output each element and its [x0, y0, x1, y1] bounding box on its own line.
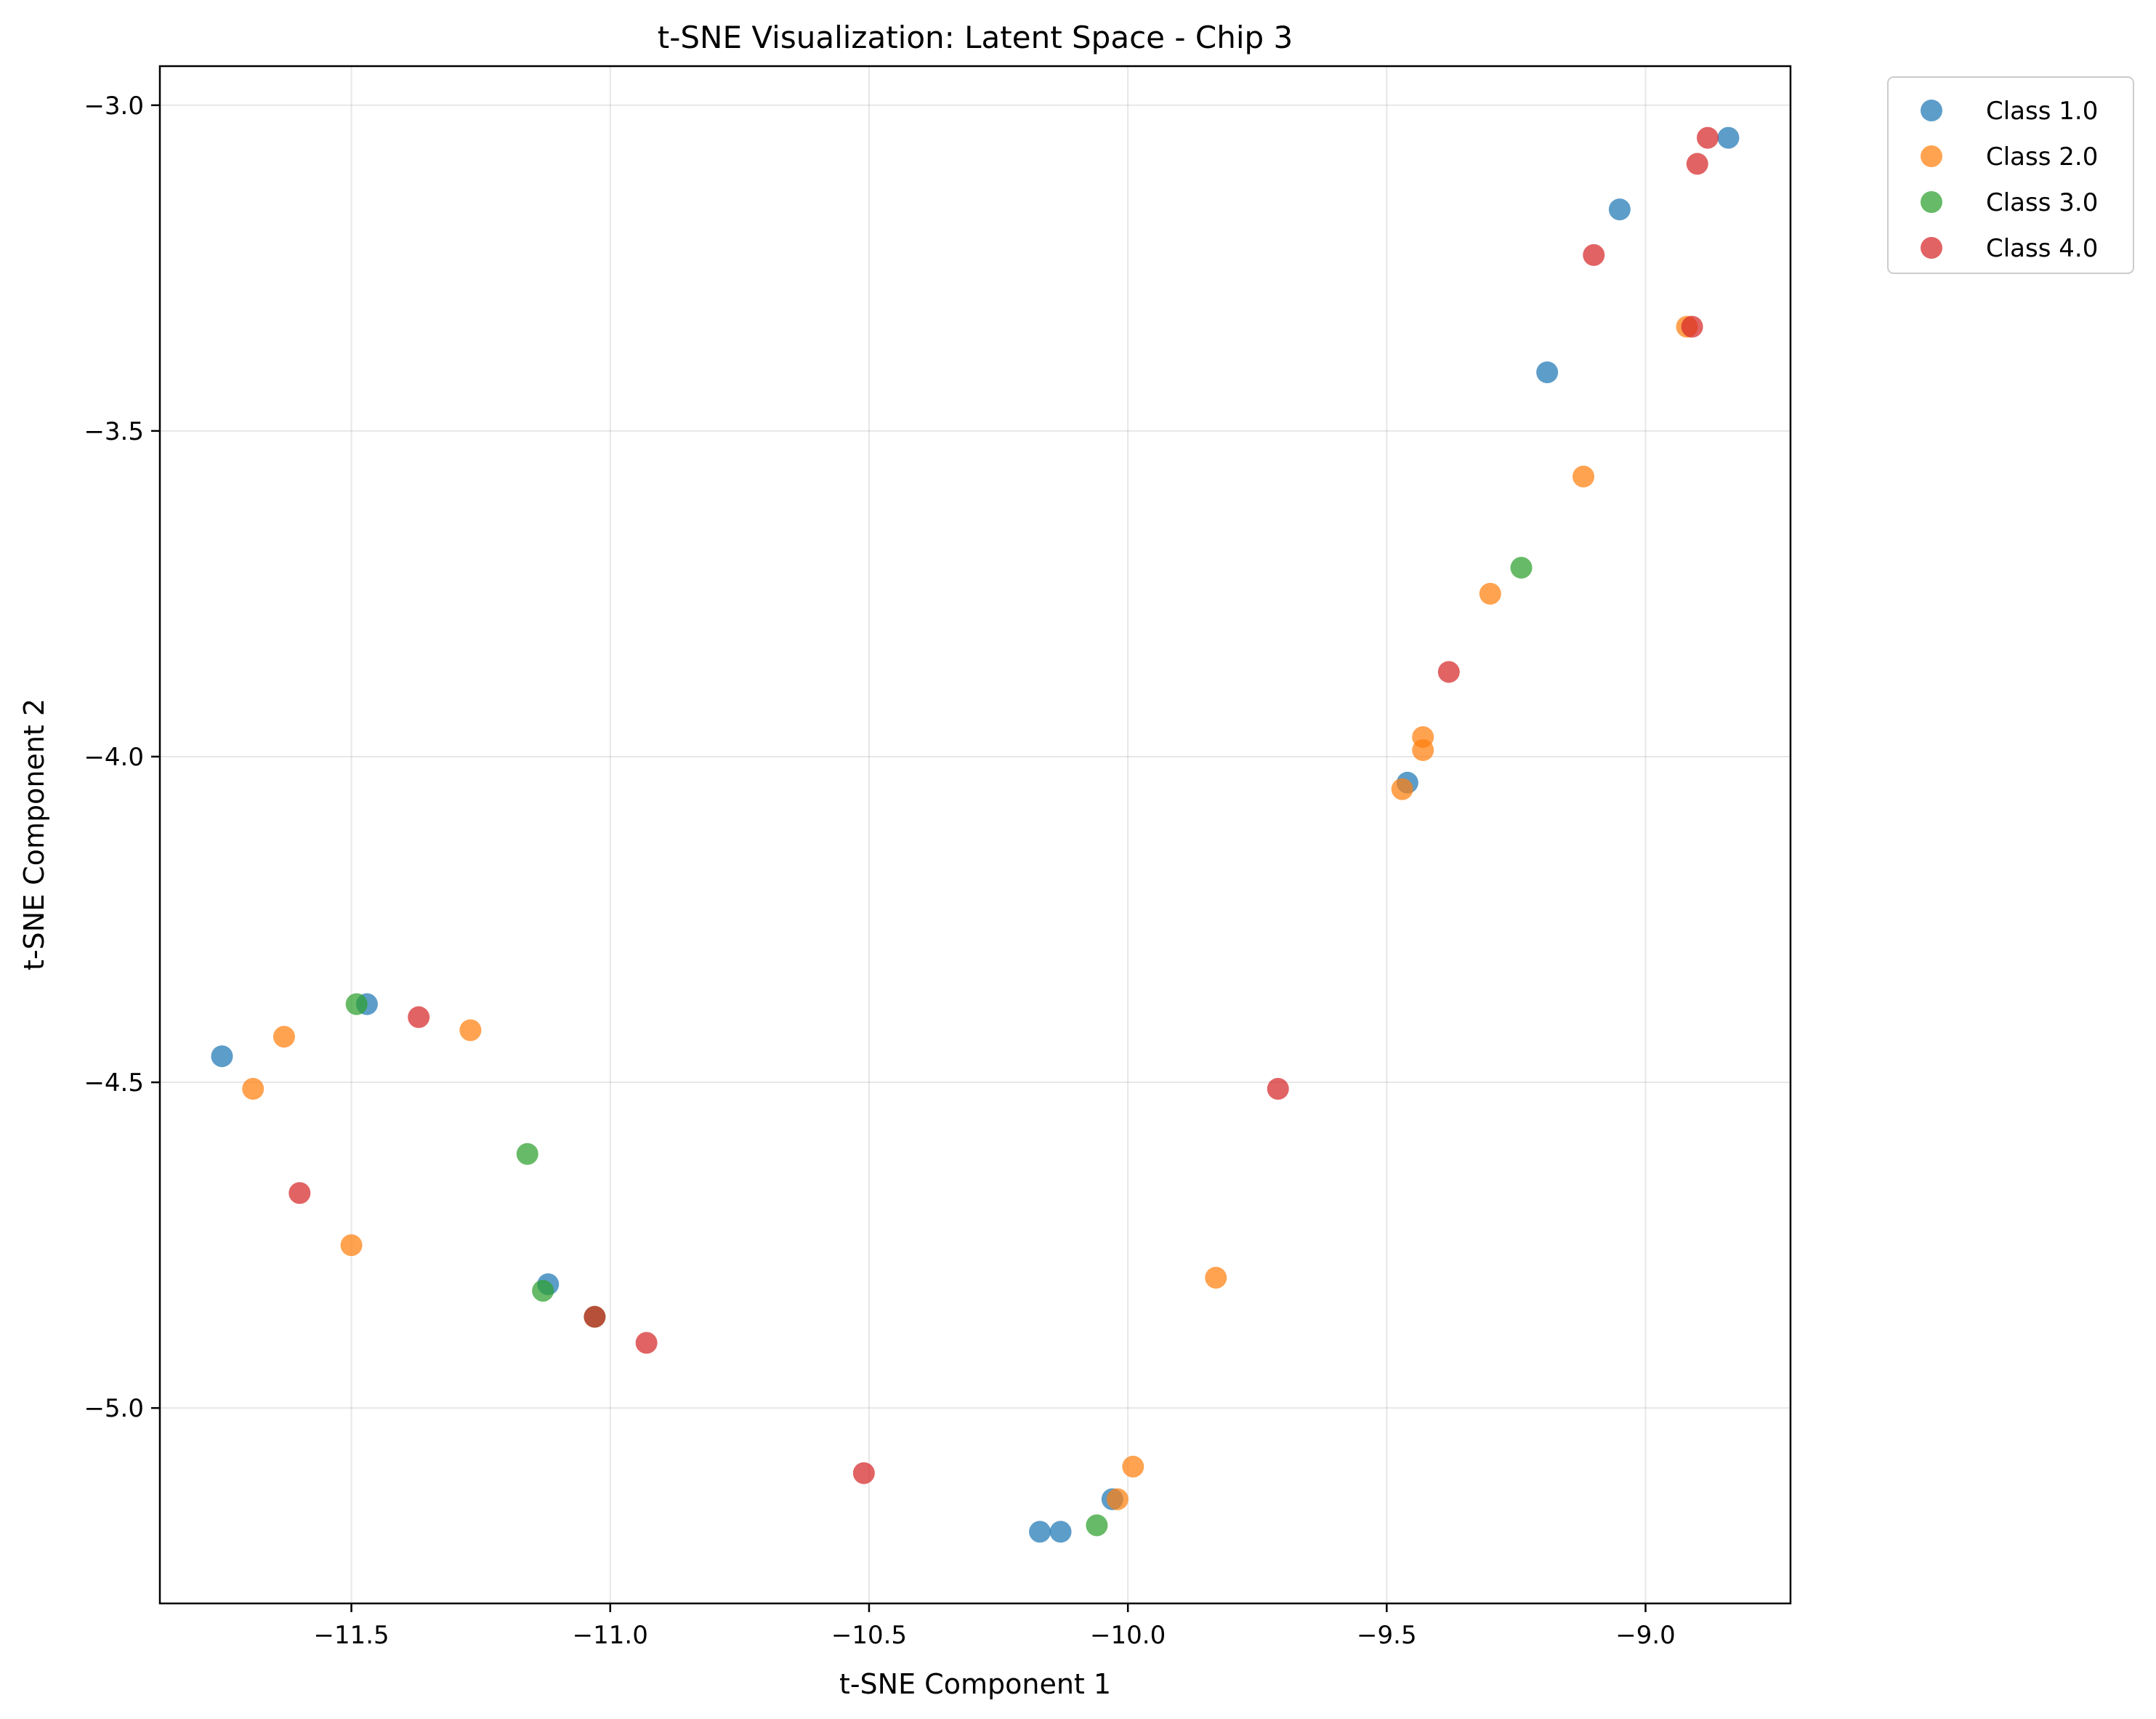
data-point: [345, 993, 368, 1015]
y-tick-label: −3.0: [84, 92, 144, 121]
data-point: [1391, 778, 1413, 800]
data-point: [340, 1234, 363, 1257]
legend-marker: [1921, 237, 1942, 259]
data-point: [211, 1045, 233, 1068]
data-point: [516, 1143, 538, 1165]
data-point: [1697, 126, 1719, 149]
data-point: [1267, 1078, 1289, 1100]
data-point: [1479, 582, 1501, 605]
data-point: [1681, 315, 1703, 338]
x-tick-label: −10.0: [1090, 1621, 1166, 1650]
data-point: [1608, 198, 1631, 221]
x-axis-label: t-SNE Component 1: [839, 1668, 1111, 1700]
data-point: [1122, 1455, 1144, 1478]
y-axis-label: t-SNE Component 2: [18, 699, 50, 970]
legend-label: Class 1.0: [1986, 97, 2098, 126]
legend-label: Class 2.0: [1986, 142, 2098, 172]
legend-marker: [1921, 145, 1942, 167]
plot-frame: [158, 65, 1792, 1605]
data-point: [288, 1182, 311, 1204]
legend-label: Class 4.0: [1986, 234, 2098, 263]
y-tick-label: −5.0: [84, 1394, 144, 1423]
y-axis: −3.0 −3.5 −4.0 −4.5 −5.0: [84, 92, 160, 1423]
data-point: [1510, 557, 1533, 579]
data-point: [1583, 243, 1605, 266]
y-tick-label: −4.5: [84, 1068, 144, 1098]
x-tick-label: −11.5: [313, 1621, 389, 1650]
data-point: [584, 1305, 606, 1328]
data-point: [1029, 1521, 1051, 1543]
x-axis: −11.5 −11.0 −10.5 −10.0 −9.5 −9.0: [313, 1603, 1676, 1650]
data-point: [1049, 1521, 1072, 1543]
legend-box: [1887, 76, 2134, 274]
y-tick-label: −4.0: [84, 743, 144, 772]
data-point: [408, 1006, 430, 1028]
data-point: [242, 1078, 265, 1100]
x-tick-label: −9.0: [1615, 1621, 1676, 1650]
data-point: [1717, 126, 1740, 149]
data-point: [532, 1279, 554, 1302]
data-point: [1106, 1488, 1129, 1510]
data-point: [272, 1026, 295, 1048]
legend-label: Class 3.0: [1986, 188, 2098, 217]
data-point: [635, 1332, 658, 1354]
data-point: [1536, 361, 1559, 384]
data-point: [459, 1019, 482, 1042]
data-point: [1205, 1266, 1227, 1289]
data-point: [1437, 661, 1460, 683]
data-point: [1572, 465, 1595, 488]
y-tick-label: −3.5: [84, 417, 144, 446]
chart-title: t-SNE Visualization: Latent Space - Chip…: [658, 20, 1293, 55]
data-points: [211, 126, 1740, 1543]
data-point: [1086, 1514, 1108, 1537]
legend: Class 1.0 Class 2.0 Class 3.0 Class 4.0: [1887, 76, 2134, 274]
data-point: [1686, 153, 1708, 175]
legend-marker: [1921, 100, 1942, 121]
data-point: [1412, 738, 1434, 761]
legend-marker: [1921, 191, 1942, 213]
grid-lines: [160, 66, 1790, 1603]
x-tick-label: −11.0: [573, 1621, 648, 1650]
x-tick-label: −9.5: [1357, 1621, 1417, 1650]
x-tick-label: −10.5: [831, 1621, 907, 1650]
data-point: [852, 1462, 875, 1484]
